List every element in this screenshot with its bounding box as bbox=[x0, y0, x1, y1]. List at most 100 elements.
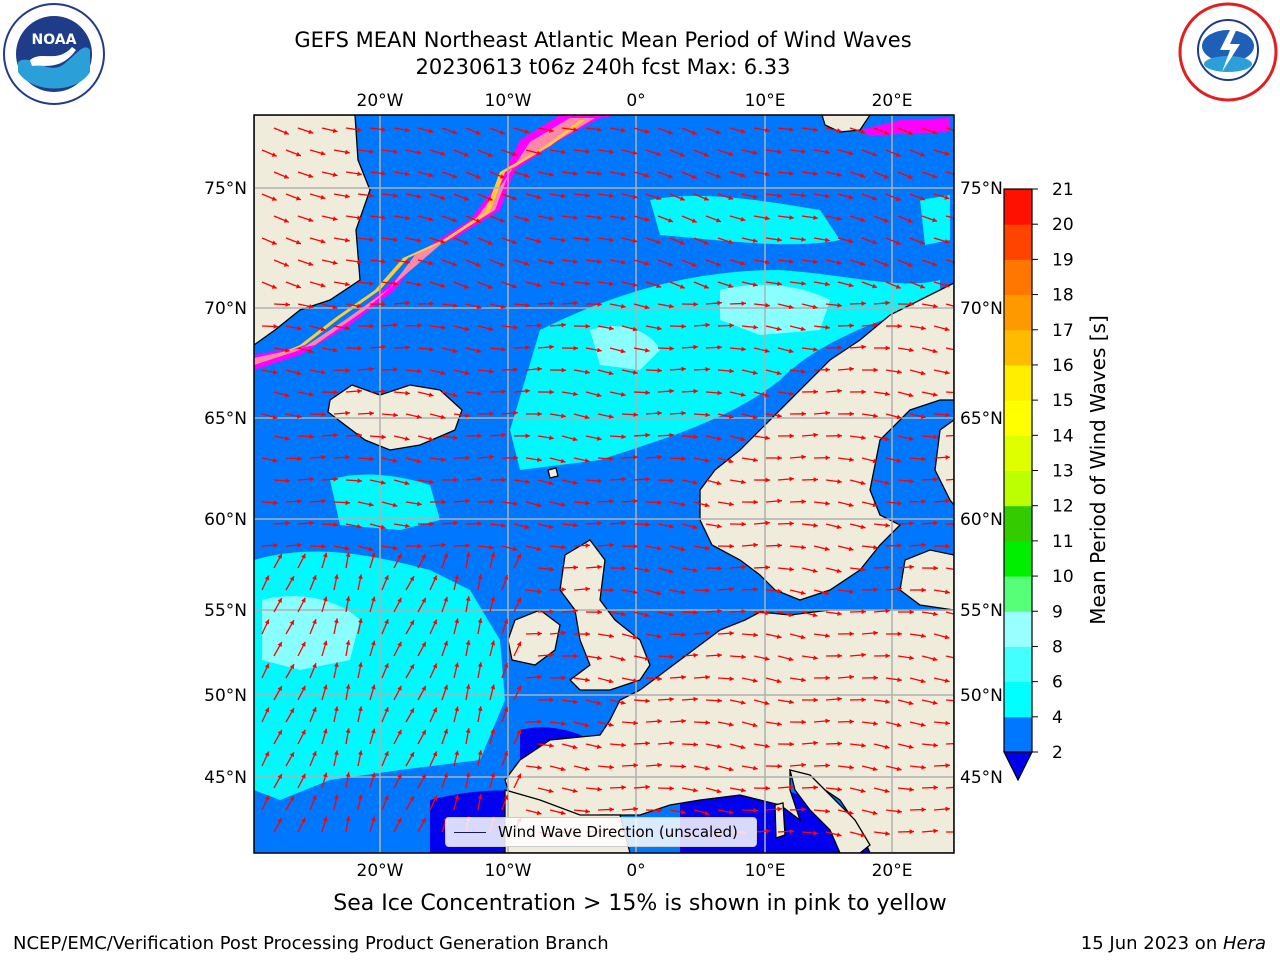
wind-wave-arrowhead bbox=[357, 215, 362, 221]
wind-wave-arrowhead bbox=[561, 413, 566, 419]
wind-wave-arrowhead bbox=[777, 763, 782, 769]
wind-wave-arrowhead bbox=[487, 152, 493, 157]
wind-wave-arrowhead bbox=[933, 785, 938, 790]
wind-wave-arrowhead bbox=[475, 174, 481, 179]
wind-wave-arrowhead bbox=[537, 631, 542, 637]
legend-line-sample bbox=[454, 832, 486, 833]
wind-wave-arrowhead bbox=[312, 707, 317, 713]
wind-wave-arrowhead bbox=[897, 631, 902, 637]
wind-wave-arrowhead bbox=[717, 523, 722, 529]
wind-wave-arrowhead bbox=[837, 653, 842, 659]
wind-wave-arrowhead bbox=[345, 500, 350, 506]
wind-wave-arrowhead bbox=[644, 567, 650, 573]
wind-wave-arrowhead bbox=[416, 238, 422, 243]
wind-wave-arrowhead bbox=[417, 501, 422, 507]
wind-wave-arrowhead bbox=[657, 410, 662, 416]
wind-wave-arrowhead bbox=[645, 784, 650, 790]
wind-wave-arrowhead bbox=[764, 348, 770, 354]
wind-wave-arrowhead bbox=[909, 786, 914, 792]
wind-wave-arrowhead bbox=[621, 565, 626, 571]
wind-wave-arrowhead bbox=[609, 764, 614, 770]
lon-label: 20°E bbox=[872, 861, 913, 881]
wind-wave-arrowhead bbox=[573, 215, 578, 220]
wind-wave-arrowhead bbox=[861, 389, 866, 395]
wind-wave-arrowhead bbox=[884, 436, 890, 442]
wind-wave-arrowhead bbox=[777, 498, 782, 504]
wind-wave-arrowhead bbox=[345, 728, 351, 733]
wind-wave-arrowhead bbox=[932, 129, 938, 135]
wind-wave-arrowhead bbox=[777, 281, 782, 287]
wind-wave-arrowhead bbox=[271, 284, 277, 289]
wind-wave-arrowhead bbox=[295, 239, 301, 245]
wind-wave-arrowhead bbox=[409, 664, 414, 670]
wind-wave-arrowhead bbox=[320, 194, 326, 200]
wind-wave-arrowhead bbox=[357, 388, 362, 394]
wind-wave-arrowhead bbox=[741, 608, 746, 614]
wind-wave-arrowhead bbox=[585, 193, 590, 198]
wind-wave-arrowhead bbox=[454, 794, 460, 800]
wind-wave-arrowhead bbox=[285, 478, 290, 484]
wind-wave-arrowhead bbox=[849, 764, 854, 770]
wind-wave-arrowhead bbox=[332, 304, 338, 310]
wind-wave-arrowhead bbox=[813, 171, 818, 176]
wind-wave-arrowhead bbox=[681, 764, 686, 769]
wind-wave-arrowhead bbox=[429, 301, 434, 307]
wind-wave-arrowhead bbox=[487, 196, 493, 201]
wind-wave-arrowhead bbox=[369, 281, 374, 286]
wind-wave-arrowhead bbox=[872, 283, 878, 289]
wind-wave-arrowhead bbox=[443, 596, 449, 602]
wind-wave-arrowhead bbox=[561, 675, 566, 681]
wind-wave-arrowhead bbox=[381, 171, 386, 176]
wind-wave-arrowhead bbox=[885, 300, 890, 306]
wind-wave-arrowhead bbox=[885, 391, 890, 397]
wind-wave-arrowhead bbox=[429, 479, 434, 485]
wind-wave-arrowhead bbox=[289, 576, 294, 582]
wind-wave-arrowhead bbox=[573, 565, 578, 570]
wind-wave-arrowhead bbox=[452, 261, 458, 267]
wind-wave-arrowhead bbox=[764, 392, 770, 398]
wind-wave-arrowhead bbox=[537, 765, 542, 770]
wind-wave-arrowhead bbox=[896, 766, 902, 772]
wind-wave-arrowhead bbox=[297, 456, 302, 462]
wind-wave-arrowhead bbox=[308, 129, 314, 134]
wind-wave-arrowhead bbox=[397, 597, 402, 603]
wind-wave-arrowhead bbox=[705, 720, 710, 725]
wind-wave-arrowhead bbox=[621, 476, 626, 482]
wind-wave-arrowhead bbox=[933, 828, 938, 834]
wind-wave-arrowhead bbox=[409, 708, 414, 714]
wind-wave-arrowhead bbox=[680, 809, 686, 815]
wind-wave-arrowhead bbox=[322, 552, 328, 558]
wind-wave-arrowhead bbox=[333, 390, 338, 395]
lat-label: 60°N bbox=[204, 510, 247, 530]
map-panel bbox=[254, 115, 954, 853]
wind-wave-arrowhead bbox=[358, 662, 363, 668]
wind-wave-arrowhead bbox=[933, 476, 938, 482]
wind-wave-arrowhead bbox=[945, 806, 950, 812]
wind-wave-arrowhead bbox=[371, 640, 376, 646]
colorbar-tick-label: 6 bbox=[1052, 673, 1063, 693]
wind-wave-arrowhead bbox=[765, 477, 770, 483]
wind-wave-arrowhead bbox=[264, 795, 270, 801]
wind-wave-arrowhead bbox=[487, 284, 493, 289]
wind-wave-arrowhead bbox=[669, 432, 674, 438]
wind-wave-arrowhead bbox=[716, 173, 721, 179]
wind-wave-arrowhead bbox=[825, 808, 830, 814]
wind-wave-arrowhead bbox=[333, 706, 339, 712]
wind-wave-arrowhead bbox=[560, 502, 566, 507]
wind-wave-arrowhead bbox=[752, 678, 758, 683]
wind-wave-arrowhead bbox=[463, 240, 469, 245]
wind-wave-arrowhead bbox=[812, 304, 818, 310]
wind-wave-arrowhead bbox=[524, 524, 530, 530]
wind-wave-arrowhead bbox=[549, 609, 554, 614]
wind-wave-arrowhead bbox=[944, 370, 950, 375]
wind-wave-arrowhead bbox=[945, 498, 950, 504]
wind-wave-arrowhead bbox=[849, 719, 854, 725]
wind-wave-arrowhead bbox=[289, 752, 294, 758]
lon-label: 10°E bbox=[745, 861, 786, 881]
colorbar-tick-label: 12 bbox=[1052, 497, 1074, 517]
wind-wave-arrowhead bbox=[345, 816, 351, 821]
wind-wave-arrowhead bbox=[872, 502, 878, 508]
wind-wave-arrowhead bbox=[417, 368, 422, 374]
wind-wave-arrowhead bbox=[277, 598, 282, 604]
wind-wave-arrowhead bbox=[560, 810, 566, 816]
